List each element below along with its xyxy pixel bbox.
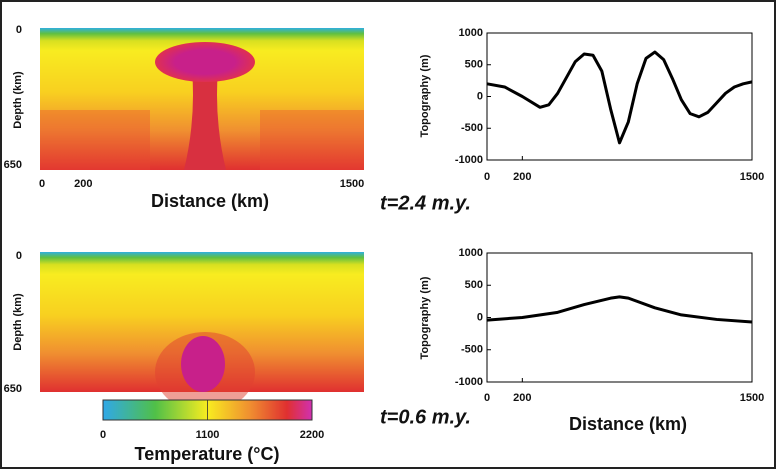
y-tick-label: 1000 [459, 247, 483, 259]
topography-line [486, 50, 753, 145]
annotation: t=0.6 m.y. [380, 406, 471, 428]
y-axis-label: Depth (km) [12, 293, 24, 351]
x-tick-label: 0 [484, 392, 490, 404]
x-tick-label: 200 [74, 178, 92, 190]
y-tick-label: 500 [465, 59, 483, 71]
y-tick-label: 0 [477, 311, 483, 323]
x-axis-label: Distance (km) [151, 191, 269, 211]
x-tick-label: 0 [484, 171, 490, 183]
y-tick-label: -1000 [455, 376, 483, 388]
temperature-field [40, 252, 364, 412]
y-tick-label: 500 [465, 279, 483, 291]
x-tick-label: 200 [513, 392, 531, 404]
colorbar-tick-label: 2200 [300, 429, 324, 441]
y-tick-label: -1000 [455, 154, 483, 166]
colorbar-tick-label: 0 [100, 429, 106, 441]
temperature-field [40, 28, 364, 170]
y-tick-label: 650 [4, 383, 22, 395]
colorbar-tick-label: 1100 [196, 429, 220, 441]
y-tick-label: 0 [16, 250, 22, 262]
y-tick-label: -500 [461, 122, 483, 134]
y-tick-label: 0 [477, 90, 483, 102]
x-tick-label: 1500 [740, 392, 764, 404]
x-axis-label: Distance (km) [569, 414, 687, 434]
colorbar-label: Temperature (°C) [135, 444, 280, 464]
topography-line [486, 295, 753, 324]
y-tick-label: 0 [16, 24, 22, 36]
x-tick-label: 1500 [740, 171, 764, 183]
y-axis-label: Depth (km) [12, 71, 24, 129]
x-tick-label: 1500 [340, 178, 364, 190]
x-tick-label: 0 [39, 178, 45, 190]
annotation: t=2.4 m.y. [380, 192, 471, 214]
y-axis-label: Topography (m) [419, 54, 431, 137]
y-tick-label: 650 [4, 159, 22, 171]
y-tick-label: 1000 [459, 27, 483, 39]
y-tick-label: -500 [461, 344, 483, 356]
y-axis-label: Topography (m) [419, 276, 431, 359]
x-tick-label: 200 [513, 171, 531, 183]
